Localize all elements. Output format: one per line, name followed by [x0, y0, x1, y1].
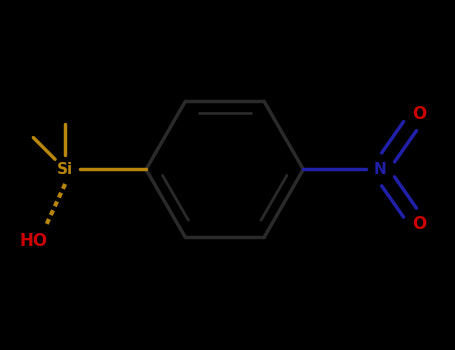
Text: Si: Si	[57, 162, 73, 177]
Text: HO: HO	[20, 232, 48, 250]
Text: N: N	[374, 162, 386, 177]
Text: O: O	[413, 216, 427, 233]
Text: O: O	[413, 105, 427, 123]
